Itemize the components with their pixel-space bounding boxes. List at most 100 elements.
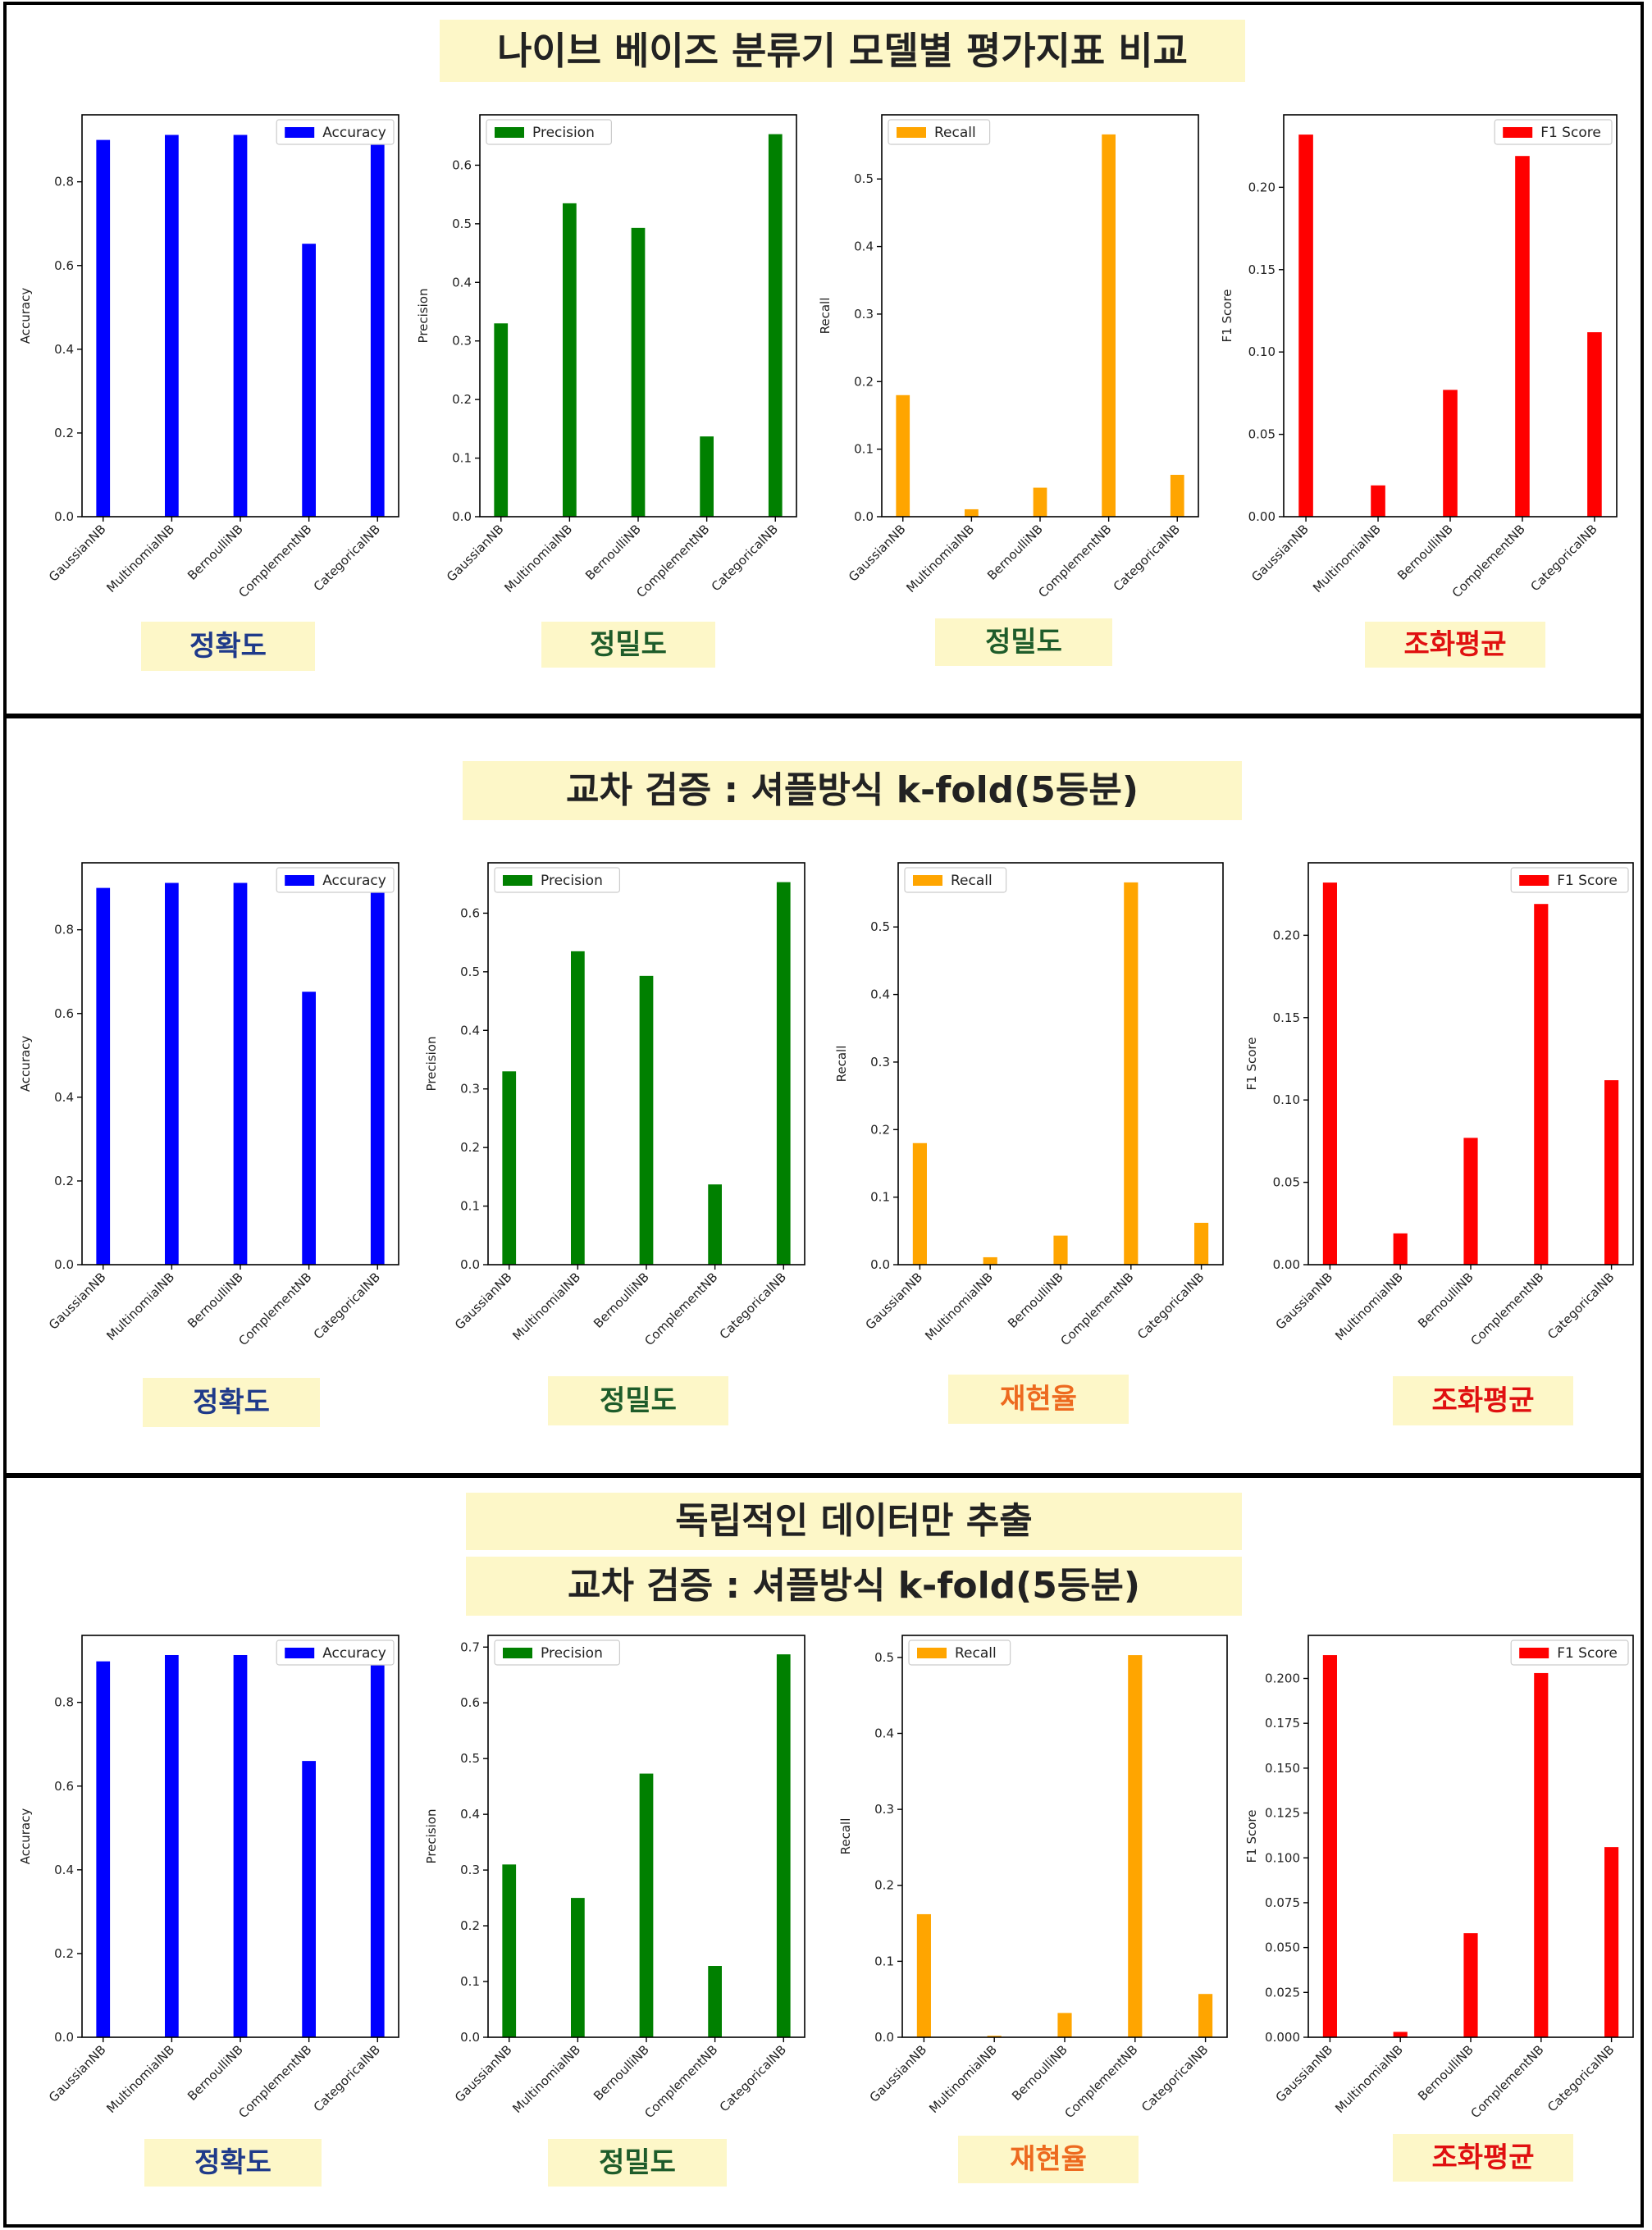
y-tick-label: 0.3 — [854, 307, 874, 322]
legend: Accuracy — [276, 119, 395, 145]
badge-f1: 조화평균 — [1393, 2134, 1573, 2182]
y-tick-label: 0.2 — [54, 426, 74, 440]
legend-swatch — [503, 1648, 532, 1658]
bar — [896, 394, 910, 517]
accuracy-chart: Accuracy 0.0 0.2 0.4 0.6 0.8 GaussianNBMultino… — [18, 862, 399, 1348]
bar — [494, 323, 509, 517]
x-tick-label: CategoricalNB — [717, 1270, 789, 1342]
badge-precision: 정밀도 — [541, 622, 715, 668]
x-tick-label: CategoricalNB — [1111, 522, 1183, 594]
x-tick-label: GaussianNB — [863, 1270, 926, 1333]
legend-box — [494, 1639, 620, 1666]
bar — [1534, 1672, 1549, 2037]
x-tick-label: GaussianNB — [444, 522, 507, 585]
x-tick-label: MultinomialNB — [509, 1270, 583, 1343]
y-tick-label: 0.1 — [452, 451, 472, 466]
bar — [1534, 904, 1549, 1265]
x-tick-label: GaussianNB — [452, 2042, 515, 2105]
plot-frame — [479, 114, 797, 518]
x-tick-label: GaussianNB — [1273, 2042, 1336, 2105]
recall-chart: Recall 0.0 0.1 0.2 0.3 0.4 0.5 GaussianNBMultin… — [818, 114, 1199, 600]
legend-box — [276, 1639, 395, 1666]
y-tick-label: 0.15 — [1248, 262, 1276, 277]
bar — [1057, 2013, 1072, 2037]
x-tick-label: BernoulliNB — [185, 1270, 246, 1331]
x-tick-label: ComplementNB — [235, 522, 314, 600]
legend-box — [276, 867, 395, 893]
bar — [233, 882, 248, 1265]
x-tick-label: MultinomialNB — [1332, 2042, 1406, 2116]
legend-label: F1 Score — [1557, 1645, 1618, 1662]
x-tick-label: MultinomialNB — [501, 522, 575, 595]
x-tick-label: BernoulliNB — [1415, 1270, 1476, 1331]
y-tick-label: 0.6 — [460, 905, 480, 920]
accuracy-chart: Accuracy 0.0 0.2 0.4 0.6 0.8 GaussianNBMultino… — [18, 114, 399, 600]
bar — [1393, 1233, 1408, 1265]
recall-chart: Recall 0.0 0.1 0.2 0.3 0.4 0.5 GaussianNBMultin… — [838, 1635, 1228, 2121]
y-tick-label: 0.5 — [854, 171, 874, 186]
bar — [965, 508, 979, 517]
legend-box — [1494, 119, 1613, 145]
badge-accuracy: 정확도 — [141, 622, 315, 671]
legend-swatch — [495, 127, 524, 138]
bar — [1604, 1847, 1619, 2037]
badge-precision: 정밀도 — [548, 1376, 728, 1425]
y-tick-label: 0.4 — [54, 1090, 74, 1105]
bar — [1298, 135, 1313, 517]
legend: Accuracy — [276, 1639, 395, 1666]
legend: F1 Score — [1494, 119, 1613, 145]
bar — [916, 1913, 931, 2037]
plot-frame — [881, 114, 1199, 518]
y-axis-label: Recall — [838, 1818, 853, 1855]
y-tick-label: 0.0 — [54, 1257, 74, 1272]
bar — [96, 1661, 111, 2037]
x-tick-label: ComplementNB — [1058, 1270, 1137, 1348]
y-tick-label: 0.0 — [54, 2030, 74, 2045]
x-tick-label: ComplementNB — [1062, 2042, 1141, 2121]
y-tick-label: 0.7 — [460, 1639, 480, 1654]
x-tick-label: CategoricalNB — [709, 522, 781, 594]
bar — [233, 135, 248, 517]
section-3: 독립적인 데이터만 추출 교차 검증 : 셔플방식 k-fold(5등분) 정확… — [3, 1475, 1644, 2228]
badge-f1: 조화평균 — [1365, 622, 1545, 668]
y-tick-label: 0.2 — [452, 392, 472, 407]
bar — [1170, 474, 1184, 517]
x-tick-label: MultinomialNB — [1310, 522, 1384, 595]
y-tick-label: 0.025 — [1265, 1985, 1300, 2000]
x-tick-label: ComplementNB — [235, 1270, 314, 1348]
bar — [502, 1071, 517, 1265]
y-tick-label: 0.00 — [1273, 1257, 1300, 1272]
y-axis-label: Precision — [416, 289, 431, 344]
y-axis-label: Recall — [834, 1046, 849, 1083]
legend-label: Accuracy — [322, 873, 386, 889]
legend-box — [908, 1639, 1011, 1666]
bar — [708, 1966, 722, 2037]
x-tick-label: MultinomialNB — [926, 2042, 1000, 2116]
y-tick-label: 0.6 — [54, 1779, 74, 1794]
x-tick-label: BernoulliNB — [1394, 522, 1456, 583]
legend-label: F1 Score — [1540, 125, 1601, 141]
x-tick-label: GaussianNB — [46, 1270, 109, 1333]
y-tick-label: 0.20 — [1248, 180, 1276, 194]
y-tick-label: 0.3 — [452, 334, 472, 349]
y-axis-label: F1 Score — [1244, 1810, 1259, 1863]
y-tick-label: 0.0 — [54, 509, 74, 524]
plot-frame — [1307, 1635, 1634, 2038]
bar — [165, 1654, 179, 2037]
y-tick-label: 0.20 — [1273, 928, 1300, 942]
y-tick-label: 0.15 — [1273, 1010, 1300, 1025]
bar — [1443, 390, 1458, 517]
legend-swatch — [1503, 127, 1533, 138]
bar — [776, 1654, 791, 2037]
x-tick-label: BernoulliNB — [185, 2042, 246, 2104]
x-tick-label: ComplementNB — [641, 2042, 720, 2121]
legend-box — [888, 119, 991, 145]
bar — [165, 882, 179, 1265]
bar — [1194, 1222, 1209, 1265]
y-tick-label: 0.10 — [1273, 1092, 1300, 1107]
bar — [912, 1142, 927, 1265]
x-tick-label: GaussianNB — [846, 522, 909, 585]
legend-swatch — [285, 127, 315, 138]
y-axis-label: Accuracy — [18, 1808, 33, 1865]
y-tick-label: 0.3 — [460, 1082, 480, 1097]
